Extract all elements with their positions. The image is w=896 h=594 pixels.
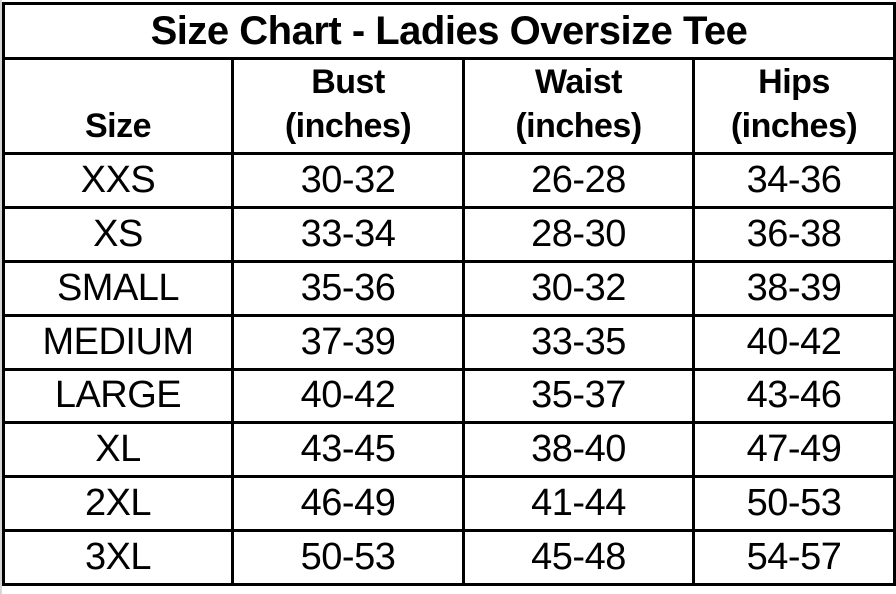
hips-value: 40-42 (691, 313, 896, 371)
chart-title: Size Chart - Ladies Oversize Tee (1, 2, 896, 60)
hips-value: 36-38 (691, 205, 896, 263)
waist-value: 28-30 (462, 205, 695, 263)
table-row-large: LARGE 40-42 35-37 43-46 (2, 367, 896, 425)
table-row-xs: XS 33-34 28-30 36-38 (2, 205, 896, 263)
table-row-xxs: XXS 30-32 26-28 34-36 (2, 152, 896, 209)
waist-value: 30-32 (462, 259, 695, 317)
column-header-size-label: Size (84, 107, 152, 145)
size-label: XL (2, 421, 234, 479)
bust-value: 40-42 (231, 367, 465, 425)
column-header-waist-label: Waist (535, 63, 622, 101)
table-row-2xl: 2XL 46-49 41-44 50-53 (2, 475, 896, 533)
table-row-3xl: 3XL 50-53 45-48 54-57 (2, 529, 896, 586)
column-header-bust-unit: (inches) (284, 107, 412, 145)
waist-value: 26-28 (462, 152, 695, 209)
table-row-medium: MEDIUM 37-39 33-35 40-42 (2, 313, 896, 371)
hips-value: 38-39 (691, 259, 896, 317)
table-row-small: SMALL 35-36 30-32 38-39 (2, 259, 896, 317)
column-header-bust-label: Bust (311, 63, 385, 101)
size-label: XS (2, 205, 234, 263)
hips-value: 50-53 (691, 475, 896, 533)
page-edge-strip (0, 0, 2, 594)
size-label: XXS (2, 152, 234, 209)
hips-value: 34-36 (691, 152, 896, 209)
size-label: 3XL (2, 529, 234, 586)
hips-value: 43-46 (691, 367, 896, 425)
waist-value: 41-44 (462, 475, 695, 533)
bust-value: 37-39 (231, 313, 465, 371)
column-header-waist: Waist (inches) (462, 57, 695, 155)
bust-value: 50-53 (231, 529, 465, 586)
waist-value: 33-35 (462, 313, 695, 371)
hips-value: 47-49 (691, 421, 896, 479)
column-header-bust: Bust (inches) (231, 57, 465, 155)
waist-value: 35-37 (462, 367, 695, 425)
size-label: MEDIUM (2, 313, 234, 371)
bust-value: 35-36 (231, 259, 465, 317)
column-header-hips-unit: (inches) (730, 107, 858, 145)
waist-value: 45-48 (462, 529, 695, 586)
size-label: 2XL (2, 475, 234, 533)
hips-value: 54-57 (691, 529, 896, 586)
column-header-size: Size (2, 57, 234, 155)
title-row: Size Chart - Ladies Oversize Tee (1, 2, 896, 60)
bust-value: 33-34 (231, 205, 465, 263)
column-header-hips: Hips (inches) (691, 57, 896, 155)
bust-value: 43-45 (231, 421, 465, 479)
size-label: SMALL (2, 259, 234, 317)
column-header-waist-unit: (inches) (515, 107, 642, 145)
column-header-hips-label: Hips (758, 63, 830, 101)
waist-value: 38-40 (462, 421, 695, 479)
table-row-xl: XL 43-45 38-40 47-49 (2, 421, 896, 479)
bust-value: 46-49 (231, 475, 465, 533)
size-label: LARGE (2, 367, 234, 425)
bust-value: 30-32 (231, 152, 465, 209)
header-row: Size Bust (inches) Waist (inches) Hips (… (2, 57, 896, 155)
